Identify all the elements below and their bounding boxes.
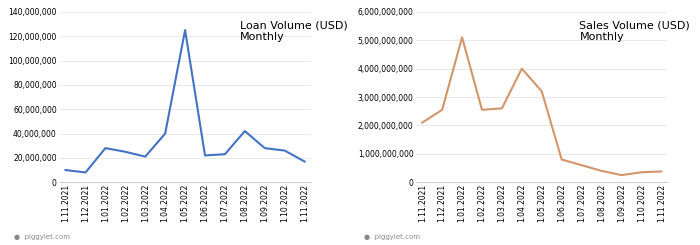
Text: ●  piggylet.com: ● piggylet.com [364, 234, 420, 240]
Text: Sales Volume (USD)
Monthly: Sales Volume (USD) Monthly [580, 20, 690, 42]
Text: ●  piggylet.com: ● piggylet.com [14, 234, 70, 240]
Text: Loan Volume (USD)
Monthly: Loan Volume (USD) Monthly [240, 20, 348, 42]
